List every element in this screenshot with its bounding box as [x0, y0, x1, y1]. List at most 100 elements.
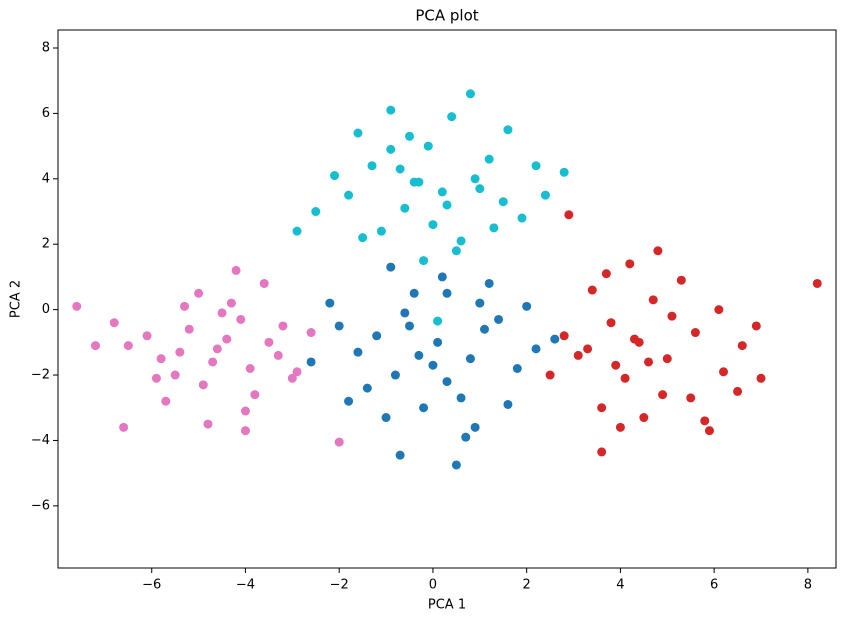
point [250, 390, 260, 400]
point [362, 383, 372, 393]
point [517, 213, 527, 223]
point [311, 207, 321, 217]
point [559, 331, 569, 341]
point [494, 314, 504, 324]
point [386, 144, 396, 154]
point [414, 350, 424, 360]
point [447, 112, 457, 122]
x-axis-label: PCA 1 [428, 598, 466, 613]
point [465, 354, 475, 364]
point [686, 393, 696, 403]
point [704, 426, 714, 436]
point [756, 373, 766, 383]
point [597, 447, 607, 457]
point [409, 177, 419, 187]
point [606, 318, 616, 328]
point [456, 393, 466, 403]
point [423, 141, 433, 151]
point [597, 403, 607, 413]
point [564, 210, 574, 220]
point [714, 305, 724, 315]
y-tick-label: −4 [31, 433, 50, 448]
point [334, 321, 344, 331]
point [559, 167, 569, 177]
x-tick-label: 6 [710, 578, 718, 593]
point [353, 347, 363, 357]
point [381, 413, 391, 423]
point [719, 367, 729, 377]
point [751, 321, 761, 331]
x-tick-label: −4 [236, 578, 255, 593]
point [344, 396, 354, 406]
y-tick-label: 6 [42, 106, 50, 121]
point [372, 331, 382, 341]
x-tick-label: −6 [142, 578, 161, 593]
point [306, 357, 316, 367]
point [198, 380, 208, 390]
point [456, 236, 466, 246]
point [662, 354, 672, 364]
point [245, 363, 255, 373]
point [442, 288, 452, 298]
point [615, 422, 625, 432]
x-tick-label: 0 [429, 578, 437, 593]
y-tick-label: 0 [42, 302, 50, 317]
point [217, 308, 227, 318]
point [306, 328, 316, 338]
point [475, 298, 485, 308]
point [700, 416, 710, 426]
point [676, 275, 686, 285]
point [395, 164, 405, 174]
point [644, 357, 654, 367]
y-tick-label: −2 [31, 368, 50, 383]
point [442, 200, 452, 210]
point [625, 259, 635, 269]
x-tick-label: 8 [804, 578, 812, 593]
point [540, 190, 550, 200]
point [531, 161, 541, 171]
point [522, 301, 532, 311]
point [170, 370, 180, 380]
point [419, 256, 429, 266]
point [503, 125, 513, 135]
point [428, 360, 438, 370]
y-tick-label: 2 [42, 237, 50, 252]
point [733, 386, 743, 396]
point [812, 278, 822, 288]
point [461, 432, 471, 442]
point [503, 399, 513, 409]
point [737, 341, 747, 351]
point [325, 298, 335, 308]
point [376, 226, 386, 236]
point [400, 308, 410, 318]
point [690, 328, 700, 338]
point [405, 131, 415, 141]
point [151, 373, 161, 383]
point [292, 367, 302, 377]
point [240, 426, 250, 436]
point [72, 301, 82, 311]
point [433, 337, 443, 347]
point [601, 269, 611, 279]
point [222, 334, 232, 344]
point [484, 154, 494, 164]
point [330, 171, 340, 181]
point [409, 288, 419, 298]
point [465, 89, 475, 99]
point [161, 396, 171, 406]
point [639, 413, 649, 423]
point [405, 321, 415, 331]
point [175, 347, 185, 357]
point [451, 460, 461, 470]
point [531, 344, 541, 354]
point [273, 350, 283, 360]
x-tick-label: −2 [330, 578, 349, 593]
point [180, 301, 190, 311]
point [437, 187, 447, 197]
point [194, 288, 204, 298]
point [395, 450, 405, 460]
point [667, 311, 677, 321]
point [587, 285, 597, 295]
